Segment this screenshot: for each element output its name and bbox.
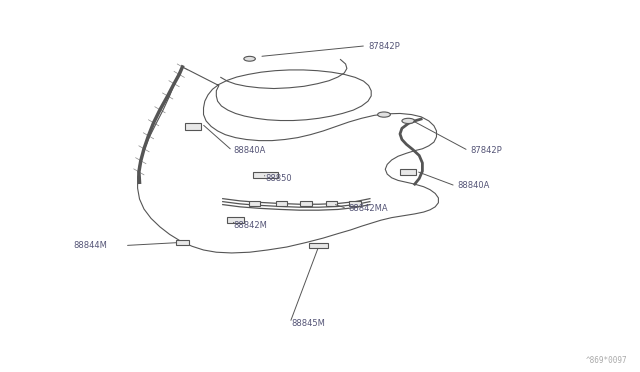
Text: 88842M: 88842M [234, 221, 268, 230]
FancyBboxPatch shape [249, 201, 260, 206]
FancyBboxPatch shape [401, 169, 417, 175]
Ellipse shape [378, 112, 390, 117]
FancyBboxPatch shape [326, 201, 337, 206]
FancyBboxPatch shape [276, 201, 287, 206]
Ellipse shape [402, 118, 415, 124]
FancyBboxPatch shape [300, 201, 312, 206]
Text: 88845M: 88845M [291, 319, 325, 328]
Text: 88840A: 88840A [458, 182, 490, 190]
Text: 88840A: 88840A [234, 146, 266, 155]
Text: 88850: 88850 [266, 174, 292, 183]
FancyBboxPatch shape [253, 172, 278, 178]
FancyBboxPatch shape [176, 240, 189, 246]
FancyBboxPatch shape [227, 217, 244, 223]
Text: 87842P: 87842P [368, 42, 400, 51]
FancyBboxPatch shape [186, 123, 201, 130]
Ellipse shape [244, 56, 255, 61]
FancyBboxPatch shape [349, 201, 361, 206]
Text: ^869*0097: ^869*0097 [586, 356, 627, 365]
Text: 87842P: 87842P [470, 146, 502, 155]
FancyBboxPatch shape [309, 243, 328, 248]
Text: 88842MA: 88842MA [349, 204, 388, 213]
Text: 88844M: 88844M [74, 241, 108, 250]
